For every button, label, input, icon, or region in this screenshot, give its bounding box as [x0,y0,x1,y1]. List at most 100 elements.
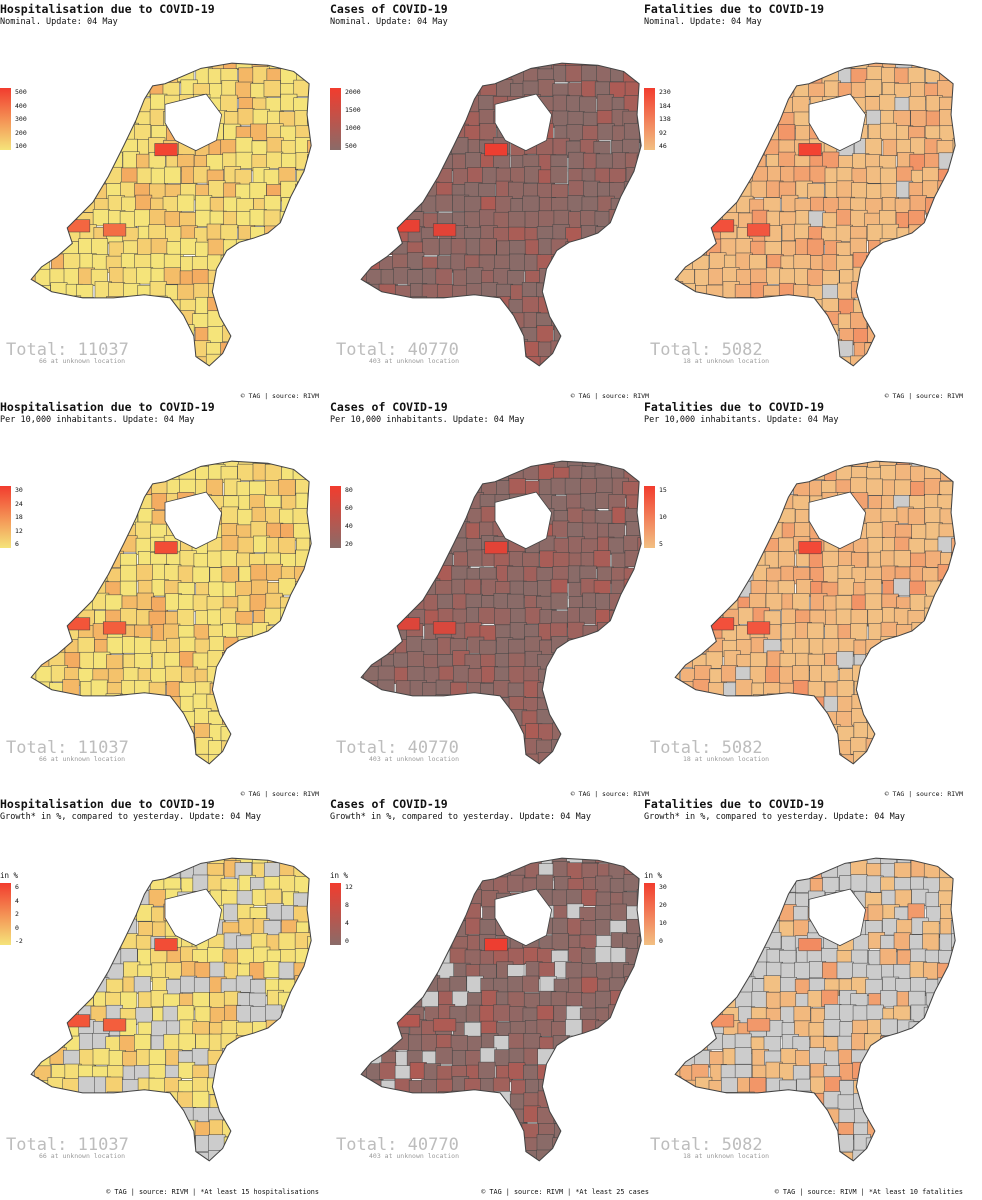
municipality-region [881,1108,899,1126]
municipality-region [624,327,642,345]
municipality-region [266,369,282,372]
municipality-region [94,371,110,372]
municipality-region [524,607,542,625]
municipality-region [851,167,869,185]
municipality-region [239,370,255,372]
municipality-region [294,356,312,366]
municipality-region [280,240,298,258]
municipality-region [868,1050,886,1068]
municipality-region [236,1152,254,1161]
municipality-region [765,708,783,726]
municipality-region [609,1019,627,1037]
municipality-region [76,710,94,728]
municipality-region [65,961,83,979]
municipality-region [296,723,312,741]
municipality-region [178,594,196,612]
municipality-region [922,1149,940,1161]
municipality-region [867,1092,885,1110]
municipality-region [76,284,94,302]
municipality-region [795,752,813,764]
municipality-region [937,211,955,229]
municipality-region [106,889,124,907]
legend-color-bar [330,486,341,548]
municipality-region [677,461,695,470]
legend-tick-label: 138 [659,115,671,123]
municipality-region [693,624,711,642]
municipality-region [793,769,809,770]
municipality-region [263,339,281,357]
municipality-region [307,608,312,626]
municipality-region [694,858,712,867]
municipality-region [879,1064,897,1082]
municipality-region [608,340,626,358]
municipality-region [896,1065,914,1083]
panel-subtitle: Nominal. Update: 04 May [0,17,118,27]
municipality-region [78,539,96,557]
municipality-region [165,353,183,366]
municipality-region [34,226,52,244]
municipality-region [749,125,767,143]
municipality-region [366,979,384,997]
municipality-region [361,466,366,484]
municipality-region [553,1106,571,1124]
municipality-region [238,1091,256,1109]
municipality-region [752,522,770,540]
municipality-region [665,1163,681,1167]
municipality-region [624,683,642,701]
municipality-region [220,354,238,366]
municipality-region [65,567,83,585]
municipality-region [568,368,584,372]
municipality-region [596,269,614,287]
municipality-region [940,1022,956,1040]
municipality-region [749,666,767,684]
municipality-region [778,340,796,358]
map-panel: Hospitalisation due to COVID-19 Nominal. … [0,0,327,400]
municipality-region [894,1092,912,1110]
municipality-region [595,709,613,727]
municipality-region [394,552,412,570]
municipality-region [721,137,739,155]
municipality-region [923,1165,939,1167]
municipality-region [751,1093,769,1111]
municipality-region [808,1106,826,1124]
municipality-region [407,63,425,69]
municipality-region [136,297,154,315]
municipality-region [177,194,195,212]
municipality-region [264,667,282,685]
hotspot-region [798,143,822,157]
municipality-region [310,963,312,981]
municipality-region [552,653,570,671]
municipality-region [608,238,626,256]
municipality-region [752,65,770,83]
municipality-region [361,611,368,629]
municipality-region [35,697,53,715]
municipality-region [33,1007,51,1025]
municipality-region [839,769,855,770]
municipality-region [380,581,398,599]
municipality-region [794,1137,812,1155]
municipality-region [867,268,885,286]
municipality-region [151,327,169,345]
municipality-region [406,494,424,512]
municipality-region [691,310,709,328]
municipality-region [235,654,253,672]
municipality-region [367,1164,383,1167]
municipality-region [78,137,96,155]
municipality-region [64,197,82,215]
municipality-region [421,371,437,372]
municipality-region [421,858,439,864]
municipality-region [508,211,526,229]
municipality-region [65,948,83,966]
municipality-region [422,521,440,539]
municipality-region [361,624,367,642]
municipality-region [120,564,138,582]
country-outline [674,460,956,765]
municipality-region [908,1135,926,1153]
municipality-region [807,461,825,469]
municipality-region [537,752,555,764]
municipality-region [550,1148,568,1161]
municipality-region [953,653,956,670]
municipality-region [675,1108,683,1126]
municipality-region [308,267,312,285]
municipality-region [363,1035,381,1053]
